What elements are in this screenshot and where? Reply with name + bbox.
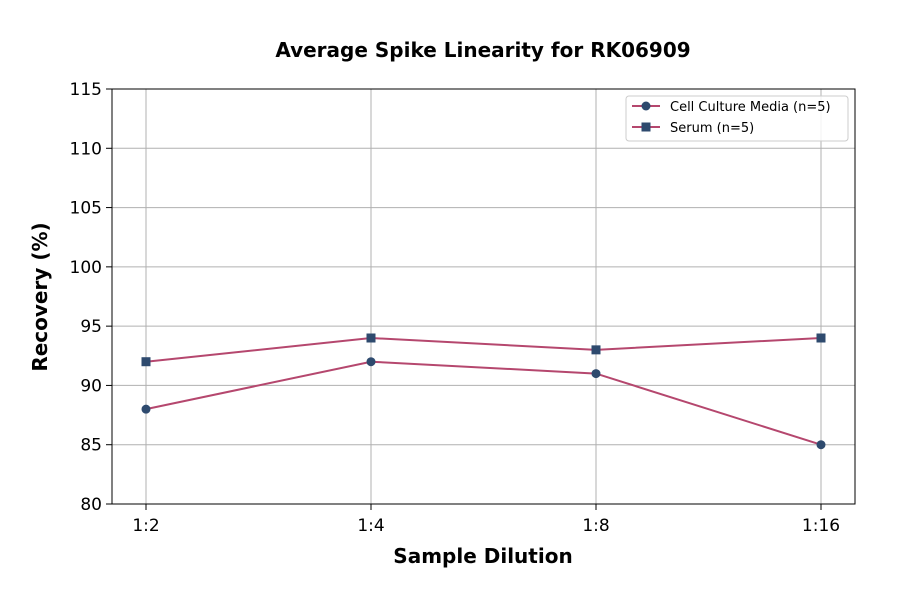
y-tick-label: 110 — [70, 139, 102, 159]
legend-label: Cell Culture Media (n=5) — [670, 100, 831, 115]
square-marker-icon — [641, 122, 651, 132]
data-point — [366, 333, 376, 343]
x-axis-label: Sample Dilution — [393, 544, 572, 568]
y-tick-label: 85 — [80, 436, 102, 456]
series-line — [145, 336, 822, 363]
y-tick-label: 80 — [80, 495, 102, 515]
x-tick-label: 1:2 — [132, 516, 159, 536]
data-point — [141, 357, 151, 367]
data-point — [141, 404, 151, 414]
circle-marker-icon — [641, 101, 651, 111]
chart-title: Average Spike Linearity for RK06909 — [275, 38, 690, 62]
data-point — [816, 440, 826, 450]
y-tick-label: 95 — [80, 317, 102, 337]
legend: Cell Culture Media (n=5) Serum (n=5) — [625, 95, 849, 142]
y-tick-label: 100 — [70, 258, 102, 278]
data-point — [366, 357, 376, 367]
data-point — [591, 369, 601, 379]
x-tick-label: 1:16 — [802, 516, 840, 536]
data-point — [816, 333, 826, 343]
plot-frame — [111, 88, 856, 505]
legend-label: Serum (n=5) — [670, 121, 754, 136]
x-tick-label: 1:4 — [357, 516, 384, 536]
series-line — [145, 360, 822, 446]
y-tick-label: 105 — [70, 199, 102, 219]
y-axis-label: Recovery (%) — [28, 222, 52, 371]
y-tick-label: 90 — [80, 376, 102, 396]
data-point — [591, 345, 601, 355]
y-tick-label: 115 — [70, 80, 102, 100]
x-tick-label: 1:8 — [582, 516, 609, 536]
